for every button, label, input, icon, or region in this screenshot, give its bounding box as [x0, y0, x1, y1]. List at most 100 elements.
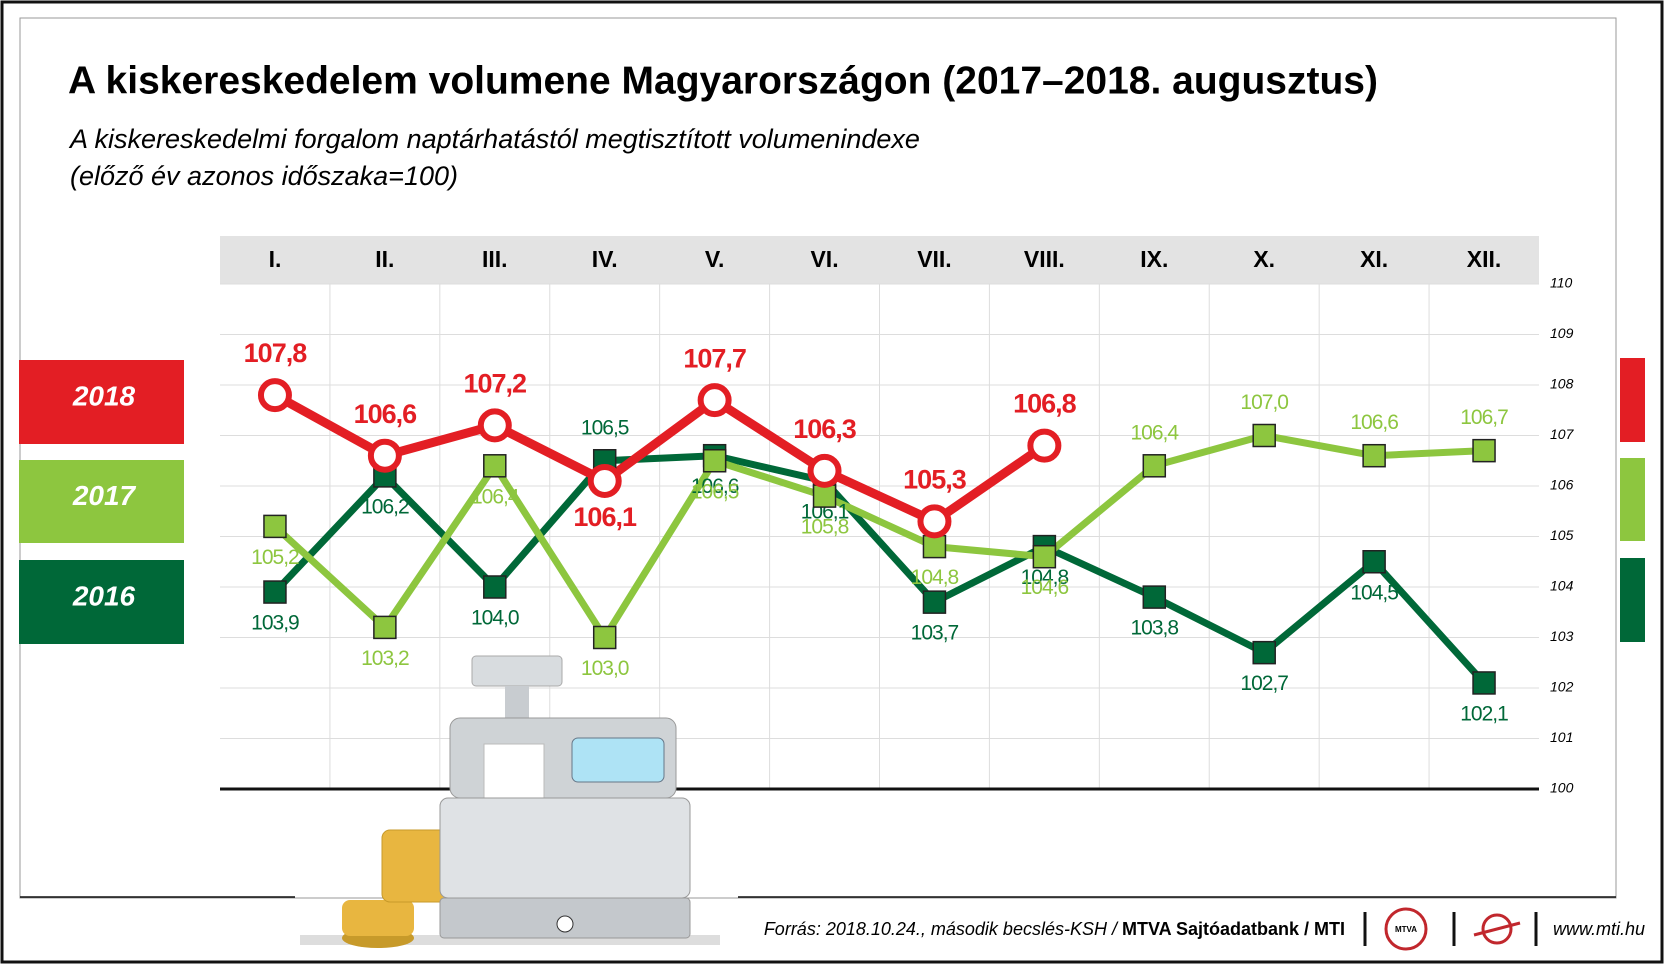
point: [1142, 454, 1167, 478]
legend-marker: [1620, 358, 1645, 442]
point: [367, 438, 402, 473]
x-tick-label: XII.: [1467, 246, 1502, 272]
value-label: 106,2: [361, 495, 409, 518]
header-band: [220, 236, 1539, 284]
point: [263, 580, 287, 604]
stem: [505, 686, 529, 720]
point: [807, 453, 842, 488]
value-label: 107,2: [464, 369, 527, 399]
point: [587, 463, 622, 498]
y-tick-label: 101: [1550, 729, 1573, 745]
value-label: 106,4: [1131, 421, 1180, 444]
value-label: 106,5: [581, 416, 629, 439]
legend-marker: [1620, 458, 1645, 541]
value-label: 104,6: [1021, 576, 1069, 599]
value-label: 103,7: [911, 622, 959, 645]
y-tick-label: 102: [1550, 679, 1574, 695]
source: Forrás: 2018.10.24., második becslés-KSH…: [764, 919, 1345, 939]
value-label: 103,8: [1131, 617, 1179, 640]
source-text: Forrás: 2018.10.24., második becslés-KSH…: [764, 919, 1122, 939]
value-label: 106,7: [1460, 406, 1508, 429]
point: [483, 454, 507, 478]
value-label: 104,5: [1350, 581, 1398, 604]
point: [1472, 671, 1496, 695]
legend-swatch: [19, 560, 184, 644]
y-tick-label: 103: [1550, 628, 1574, 644]
x-tick-label: VII.: [917, 246, 952, 272]
point: [263, 514, 287, 539]
value-label: 103,2: [361, 647, 409, 670]
lock: [556, 915, 574, 933]
x-tick-label: I.: [269, 246, 282, 272]
screen: [571, 737, 665, 783]
value-label: 106,5: [691, 480, 739, 503]
point: [697, 383, 732, 418]
y-tick-label: 107: [1550, 426, 1575, 442]
point: [1362, 443, 1386, 468]
legend-label: 2016: [72, 580, 136, 611]
point: [917, 504, 952, 539]
value-label: 104,8: [1021, 566, 1069, 589]
subtitle: A kiskereskedelmi forgalom naptárhatástó…: [68, 124, 920, 154]
point: [592, 625, 617, 650]
x-tick-label: II.: [375, 246, 394, 272]
value-label: 106,4: [471, 485, 520, 508]
value-label: 104,8: [911, 566, 959, 589]
logo: [1481, 913, 1513, 945]
website: www.mti.hu: [1553, 919, 1645, 939]
point: [702, 449, 727, 473]
point: [1142, 585, 1167, 609]
logo: [1473, 921, 1521, 937]
subtitle: (előző év azonos időszaka=100): [70, 161, 458, 191]
value-label: 107,7: [683, 343, 746, 373]
value-label: 106,1: [573, 502, 637, 532]
legend-label: 2017: [72, 480, 137, 511]
y-tick-label: 100: [1550, 780, 1574, 796]
plot: I. II. III. IV. V. VI. VII. VIII. IX. X. XI. XII. 10…: [19, 246, 1645, 796]
inner-frame: [19, 17, 1617, 899]
keypad: [439, 797, 691, 899]
point: [1032, 544, 1057, 569]
y-tick-label: 110: [1550, 275, 1573, 291]
point: [1252, 423, 1276, 448]
y-tick-label: 104: [1550, 578, 1574, 594]
point: [1472, 438, 1496, 463]
value-label: 104,0: [471, 607, 519, 630]
value-label: 106,8: [1013, 389, 1077, 419]
x-tick-label: IX.: [1140, 246, 1168, 272]
y-tick-label: 109: [1550, 325, 1574, 341]
value-label: 106,6: [354, 399, 418, 429]
logo: [1384, 907, 1428, 951]
point: [812, 484, 837, 508]
y-tick-label: 106: [1550, 477, 1574, 493]
chart-title: A kiskereskedelem volumene Magyarországo…: [68, 59, 1378, 102]
coin: [342, 900, 414, 936]
source-bold: MTVA Sajtóadatbank / MTI: [1122, 919, 1345, 939]
x-tick-label: V.: [705, 246, 725, 272]
value-label: 105,8: [801, 516, 849, 539]
value-label: 103,0: [581, 657, 629, 680]
line: [272, 452, 1487, 686]
value-label: 105,2: [251, 546, 299, 569]
value-label: 106,6: [1350, 411, 1398, 434]
cash-register: [300, 655, 720, 948]
point: [922, 590, 947, 614]
value-label: 106,3: [793, 414, 857, 444]
legend-label: 2018: [72, 380, 136, 411]
legend-swatch: [19, 460, 184, 543]
point: [1027, 428, 1062, 463]
value-label: 107,8: [244, 338, 308, 368]
shadow: [300, 935, 720, 945]
value-label: 105,3: [903, 464, 967, 494]
point: [1362, 550, 1386, 574]
x-tick-label: X.: [1253, 246, 1275, 272]
line: [272, 391, 1047, 526]
x-tick-label: VI.: [810, 246, 838, 272]
point: [257, 378, 292, 413]
legend-swatch: [19, 360, 184, 444]
point: [483, 575, 507, 599]
line: [272, 432, 1485, 641]
value-label: 102,1: [1460, 702, 1508, 725]
y-tick-label: 108: [1550, 376, 1574, 392]
